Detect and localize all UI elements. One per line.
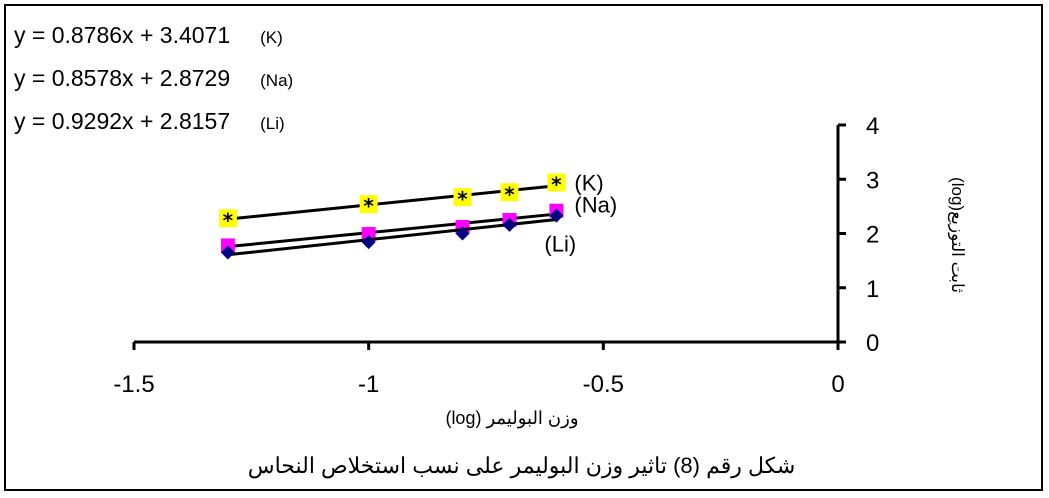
data-point — [361, 235, 376, 250]
data-point — [361, 227, 376, 242]
data-point-star: * — [504, 182, 515, 206]
y-tick-label: 1 — [866, 276, 879, 303]
trendline-2 — [227, 218, 557, 257]
data-point — [502, 217, 517, 232]
figure-caption: شكل رقم (8) تاثير وزن البوليمر على نسب ا… — [247, 453, 796, 478]
figure-frame — [4, 4, 1043, 491]
data-point — [220, 245, 235, 260]
x-tick-label: -1.5 — [113, 371, 154, 398]
data-point — [359, 195, 378, 214]
data-point — [453, 188, 472, 207]
trendline-1 — [227, 212, 557, 249]
x-tick-label: 0 — [831, 371, 844, 398]
x-tick-label: -1 — [358, 371, 379, 398]
data-point — [220, 238, 235, 253]
y-tick-label: 0 — [866, 330, 879, 357]
equation-li: y = 0.9292x + 2.8157 (Li) — [14, 108, 285, 134]
data-point — [218, 209, 237, 228]
y-tick-label: 2 — [866, 222, 879, 249]
data-point — [547, 173, 566, 192]
y-tick-label: 3 — [866, 167, 879, 194]
series-label: (K) — [574, 171, 603, 196]
data-point — [549, 208, 564, 223]
data-point — [500, 183, 519, 202]
data-point-star: * — [457, 187, 468, 211]
x-axis-label: وزن البوليمر (log) — [445, 408, 578, 429]
x-tick-label: -0.5 — [583, 371, 624, 398]
series-label: (Na) — [574, 193, 617, 218]
data-point-star: * — [551, 173, 562, 197]
y-tick-label: 4 — [866, 113, 879, 140]
y-axis-label: ثابت التوزيع(log) — [947, 177, 967, 293]
data-point-star: * — [363, 194, 374, 218]
equation-k: y = 0.8786x + 3.4071 (K) — [14, 22, 283, 48]
equation-na: y = 0.8578x + 2.8729 (Na) — [14, 65, 294, 91]
data-point-star: * — [223, 208, 234, 232]
data-point — [455, 226, 470, 241]
series-label: (Li) — [544, 232, 576, 257]
